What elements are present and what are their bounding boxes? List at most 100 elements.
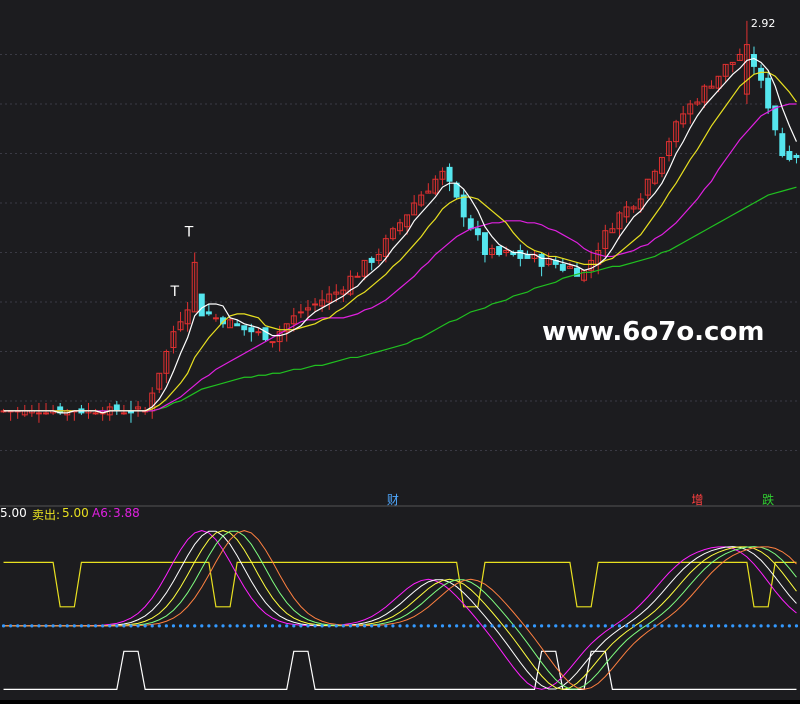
candle-up	[651, 170, 658, 184]
candle-up	[637, 198, 644, 210]
candle-down	[241, 325, 248, 331]
candle-up	[687, 103, 694, 115]
signal-dot	[447, 624, 452, 628]
candle-up	[722, 63, 729, 77]
signal-dot	[157, 624, 161, 628]
candle-up	[673, 121, 680, 143]
signal-dot	[136, 624, 140, 628]
ma-mid-line	[3, 71, 797, 414]
candle-down	[574, 267, 580, 277]
candle-down	[234, 323, 241, 327]
signal-dot	[164, 624, 168, 628]
signal-dot	[596, 624, 600, 628]
candle-up	[191, 261, 198, 313]
candle-down	[758, 67, 765, 81]
signal-dot	[462, 624, 466, 628]
signal-dot	[313, 624, 317, 628]
candle-up	[382, 238, 389, 257]
signal-dot	[766, 624, 770, 628]
candle-down	[538, 253, 545, 267]
signal-dot	[695, 624, 699, 628]
candle-up	[439, 170, 446, 180]
candle-up	[184, 309, 191, 325]
candle-up	[389, 228, 396, 240]
signal-dot	[51, 624, 55, 628]
candle-up	[489, 248, 496, 255]
signal-dot	[469, 624, 473, 628]
signal-dot	[504, 624, 508, 628]
signal-dot	[235, 624, 239, 628]
signal-dot	[270, 624, 275, 628]
signal-dot	[341, 624, 345, 628]
signal-dot	[93, 624, 98, 628]
signal-dot	[1, 624, 6, 628]
candle-up	[609, 228, 616, 234]
signal-dot	[263, 624, 268, 628]
candle-up	[404, 214, 411, 228]
signal-dot	[547, 624, 551, 628]
signal-dot	[207, 624, 211, 628]
signal-dot	[490, 624, 494, 628]
event-marker: 财	[387, 493, 399, 507]
signal-dot	[37, 624, 41, 628]
candle-up	[588, 259, 595, 271]
candle-down	[481, 232, 488, 255]
signal-dot	[787, 624, 791, 628]
candle-up	[212, 317, 219, 320]
candle-up	[411, 202, 418, 216]
ma-short-line	[3, 57, 798, 414]
candle-up	[566, 265, 573, 269]
signal-dot	[285, 624, 289, 628]
signal-dot	[278, 624, 282, 628]
signal-dot	[129, 624, 133, 628]
indicator-sell-label: 卖出:	[32, 508, 61, 522]
signal-dot	[681, 624, 685, 628]
signal-dot	[65, 624, 69, 628]
signal-dot	[363, 624, 367, 628]
t-marker: T	[184, 225, 194, 241]
candle-up	[43, 412, 49, 415]
signal-dot	[108, 624, 112, 628]
candle-down	[793, 154, 800, 158]
oscillator-line	[3, 530, 797, 690]
signal-dot	[405, 624, 409, 628]
grid	[0, 54, 800, 507]
signal-dot	[398, 624, 402, 628]
candle-up	[701, 85, 708, 103]
candle-up	[304, 307, 311, 311]
signal-dot	[759, 624, 763, 628]
signal-dot	[86, 624, 91, 628]
candle-up	[715, 75, 722, 89]
candle-up	[163, 351, 170, 374]
signal-dot	[667, 624, 671, 628]
candle-up	[644, 178, 651, 196]
indicator-left-value: 5.00	[0, 506, 27, 520]
candle-down	[467, 218, 474, 230]
candle-up	[630, 206, 637, 210]
signal-dot	[79, 624, 84, 628]
signal-dot	[391, 624, 395, 628]
signal-dot	[575, 624, 579, 628]
signal-dot	[256, 624, 261, 628]
candle-down	[262, 327, 269, 341]
candle-down	[786, 151, 793, 160]
candle-up	[680, 113, 687, 125]
event-marker: 增	[691, 493, 703, 507]
signal-dot	[228, 624, 232, 628]
signal-dot	[200, 624, 204, 628]
candle-down	[248, 327, 255, 333]
signal-dot	[476, 624, 480, 628]
candle-up	[297, 311, 304, 314]
indicator-group	[1, 530, 799, 691]
candle-down	[772, 105, 779, 131]
candle-up	[319, 299, 326, 307]
candle-down	[559, 263, 566, 271]
signal-dot	[178, 624, 183, 628]
candle-up	[227, 319, 234, 329]
signal-dot	[780, 624, 784, 628]
signal-dot	[646, 624, 650, 628]
signal-dot	[334, 624, 338, 628]
signal-dot	[306, 624, 310, 628]
annotations-group: T T 2.92 财 增 跌 www.6o7o.com	[170, 17, 776, 507]
signal-dot	[122, 624, 126, 628]
